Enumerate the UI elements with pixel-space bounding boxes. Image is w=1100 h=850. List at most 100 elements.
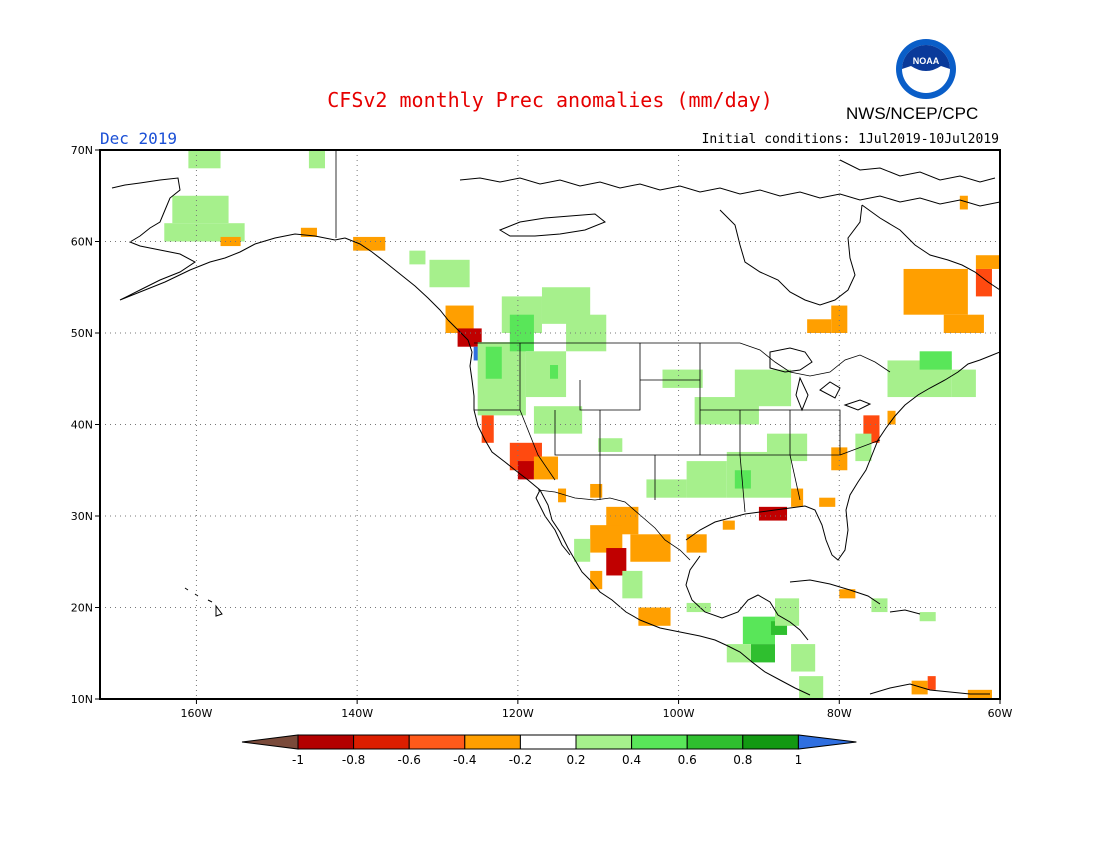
lat-tick-label: 70N [71,144,93,157]
colorbar-segment [575,734,633,750]
anomaly-cell [791,644,816,672]
anomaly-cell [807,319,832,333]
arctic-islands [459,177,1000,207]
colorbar-tick-label: 1 [795,753,803,767]
anomaly-cell [485,346,502,379]
colorbar-segment [297,734,355,750]
anomaly-cell [533,406,583,434]
lon-tick-label: 160W [180,707,212,720]
colorbar-above-arrow [797,734,857,750]
anomaly-cell [919,351,952,370]
anomaly-cell [911,680,928,695]
anomaly-cell [791,488,804,507]
anomaly-cell [975,255,1000,269]
lon-tick-label: 60W [988,707,1013,720]
lat-tick-label: 10N [71,693,93,706]
lat-tick-label: 20N [71,602,93,615]
anomaly-cell [429,259,470,288]
anomaly-cell [943,314,984,333]
anomaly-cell [919,612,936,622]
west-coast [447,319,591,581]
colorbar-tick-label: -0.6 [397,753,420,767]
anomaly-cells [164,150,1000,699]
noaa-logo-bird [902,45,950,71]
anomaly-cell [308,150,325,169]
anomaly-cell [558,488,567,503]
anomaly-cell [646,479,687,498]
colorbar: -1 -0.8 -0.6 -0.4 -0.2 0.2 0.4 0.6 0.8 1 [241,734,857,767]
colorbar-tick-label: -0.8 [342,753,365,767]
gulf-coast [685,555,809,641]
arctic-islands-2 [498,213,606,237]
lat-tick-label: 40N [71,419,93,432]
anomaly-cell [839,589,856,599]
axis-ticks: 70N 60N 50N 40N 30N 20N 10N 160W 140W 120W 100W 80W… [71,144,1013,720]
anomaly-cell [353,236,386,251]
colorbar-tick-label: 0.8 [733,753,752,767]
anomaly-cell [172,195,229,224]
anomaly-cell [598,438,623,452]
labrador [861,204,1000,291]
anomaly-cell [722,520,735,530]
anomaly-cell [927,676,936,690]
anomaly-cell [606,548,627,576]
anomaly-cell [903,268,968,315]
anomaly-cell [686,534,707,553]
colorbar-segment [408,734,466,750]
anomaly-cell [409,250,426,265]
cuba [789,579,881,605]
anomaly-cell [855,433,872,462]
anomaly-cell [742,616,775,645]
colorbar-below-arrow [241,734,299,750]
anomaly-cell [831,447,848,471]
alaska-coast [111,177,346,301]
chart-title: CFSv2 monthly Prec anomalies (mm/day) [327,88,773,112]
anomaly-cell [622,570,643,599]
colorbar-tick-label: -1 [292,753,304,767]
us-canada-border [474,342,891,377]
anomaly-cell [662,369,703,388]
colorbar-segment [353,734,410,750]
lat-tick-label: 60N [71,236,93,249]
anomaly-cell [799,676,824,699]
anomaly-cell [300,227,317,237]
lon-tick-label: 80W [827,707,852,720]
anomaly-cell [951,369,976,398]
anomaly-cell [686,602,711,613]
forecast-period: Dec 2019 [100,129,178,148]
anomaly-cell [758,506,788,521]
colorbar-segment [519,734,577,750]
colorbar-tick-label: -0.4 [453,753,476,767]
coastlines [111,159,1000,696]
anomaly-cell [481,415,494,443]
initial-conditions: Initial conditions: 1Jul2019-10Jul2019 [701,132,999,147]
anomaly-cell [574,538,591,562]
anomaly-cell [766,433,808,462]
anomaly-cell [775,598,800,626]
colorbar-tick-label: 0.4 [622,753,641,767]
us-gulf [685,351,1000,561]
lat-tick-label: 50N [71,327,93,340]
baja [535,489,571,556]
agency-label: NWS/NCEP/CPC [846,104,979,123]
hudson-bay [719,204,863,306]
colorbar-segment [631,734,688,750]
anomaly-cell [590,483,603,498]
anomaly-cell [819,497,836,507]
colorbar-segment [464,734,521,750]
anomaly-cell [734,470,751,489]
anomaly-cell [590,570,603,590]
political-borders [335,150,891,561]
anomaly-cell [509,314,534,352]
anomaly-cell [686,461,727,498]
noaa-logo: NOAA [896,39,956,99]
anomaly-cell [630,534,671,562]
anomaly-cell [188,150,221,169]
anomaly-cell [525,351,567,398]
arctic-islands-3 [839,159,996,183]
colorbar-segment [742,734,799,750]
anomaly-cell [566,314,607,352]
anomaly-cell [750,644,775,663]
hispaniola [889,609,921,615]
